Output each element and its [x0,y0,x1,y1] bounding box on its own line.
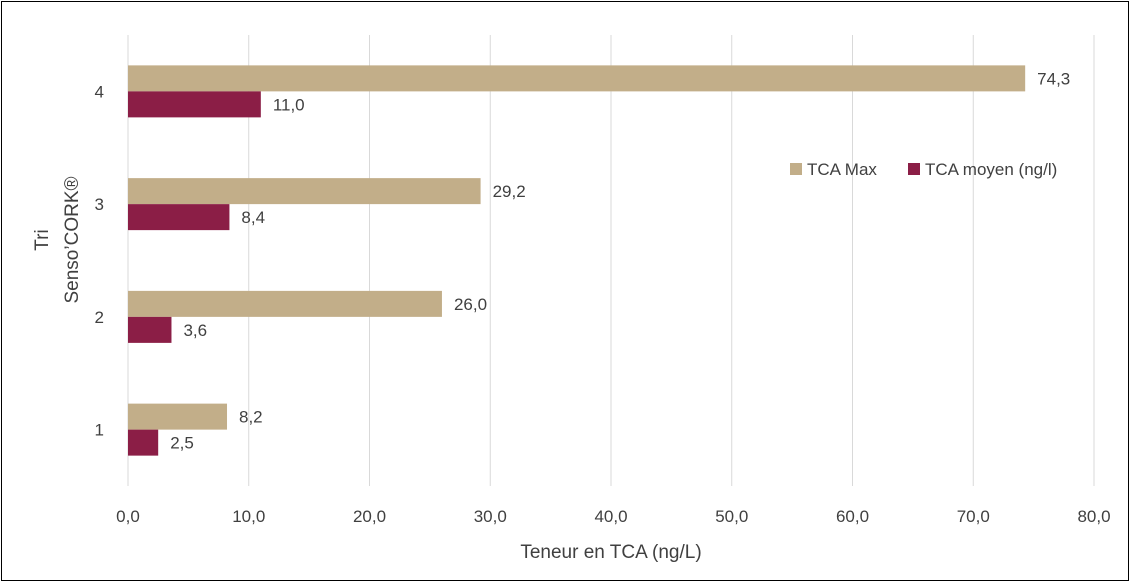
x-tick-label: 40,0 [594,507,627,526]
legend-label-tca-moyen: TCA moyen (ng/l) [925,160,1057,179]
y-tick-label: 4 [95,82,104,101]
x-tick-label: 10,0 [232,507,265,526]
x-tick-label: 0,0 [116,507,140,526]
x-tick-label: 20,0 [353,507,386,526]
bar-tca-moyen [128,429,159,456]
y-tick-label: 3 [95,195,104,214]
data-label: 8,2 [239,408,263,427]
y-tick-label: 1 [95,421,104,440]
data-label: 74,3 [1037,69,1070,88]
bars [128,65,1026,456]
x-tick-labels: 0,0 10,0 20,0 30,0 40,0 50,0 60,0 70,0 80,0 [116,507,1110,526]
y-tick-label: 2 [95,308,104,327]
y-axis-title: Tri Senso’CORK® [32,177,83,304]
bar-tca-moyen [128,316,172,343]
x-tick-label: 80,0 [1077,507,1110,526]
x-tick-label: 70,0 [957,507,990,526]
bar-tca-moyen [128,91,261,118]
x-tick-label: 50,0 [715,507,748,526]
legend-swatch-tca-max [790,163,802,175]
legend: TCA Max TCA moyen (ng/l) [790,160,1057,179]
bar-tca-max [128,65,1026,92]
data-labels: 8,2 2,5 26,0 3,6 29,2 8,4 74,3 11,0 [170,69,1070,452]
data-label: 29,2 [493,182,526,201]
bar-tca-max [128,403,228,430]
data-label: 2,5 [170,434,194,453]
bar-tca-max [128,290,442,317]
x-axis-title: Teneur en TCA (ng/L) [520,542,701,563]
x-tick-label: 60,0 [836,507,869,526]
bar-tca-moyen [128,204,230,231]
data-label: 3,6 [183,321,207,340]
bar-tca-max [128,178,481,205]
data-label: 8,4 [241,208,265,227]
x-tick-label: 30,0 [474,507,507,526]
y-tick-labels: 1 2 3 4 [95,82,104,439]
data-label: 26,0 [454,295,487,314]
data-label: 11,0 [273,95,305,114]
legend-swatch-tca-moyen [908,163,920,175]
y-axis-title-line-1: Tri [32,229,53,250]
y-axis-title-line-2: Senso’CORK® [62,177,83,304]
legend-label-tca-max: TCA Max [807,160,877,179]
